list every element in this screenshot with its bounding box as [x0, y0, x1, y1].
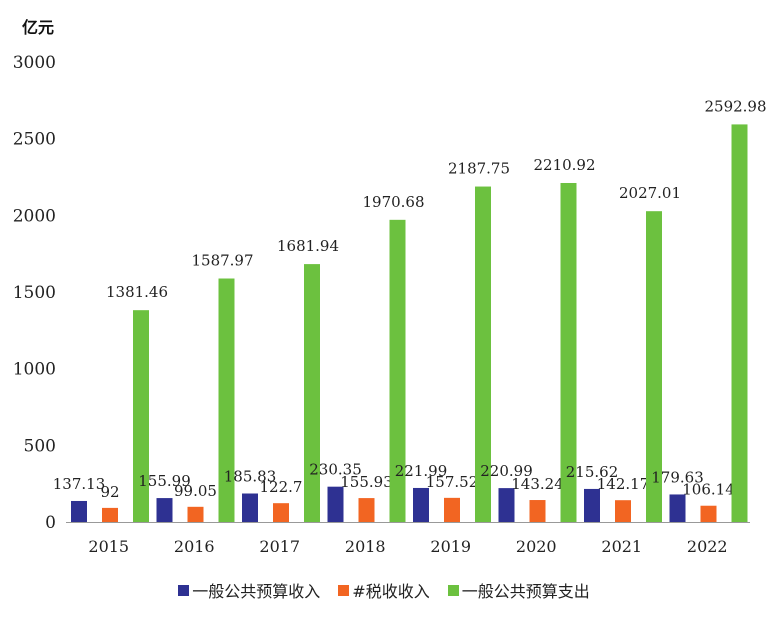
legend-swatch-revenue — [178, 584, 190, 596]
bar-expenditure — [218, 278, 235, 522]
data-label-expenditure: 1970.68 — [362, 193, 424, 211]
data-label-revenue: 230.35 — [309, 461, 362, 479]
data-label-expenditure: 2592.98 — [704, 97, 766, 115]
data-label-tax: 92 — [100, 483, 119, 501]
x-tick-label: 2016 — [174, 537, 215, 556]
legend-label-expenditure: 一般公共预算支出 — [461, 582, 590, 601]
bar-tax — [700, 505, 717, 522]
bar-expenditure — [560, 182, 577, 523]
legend-item-tax: #税收收入 — [338, 578, 430, 602]
y-tick-label: 2000 — [13, 206, 56, 226]
bar-tax — [615, 500, 631, 522]
legend-item-expenditure: 一般公共预算支出 — [447, 578, 590, 602]
data-label-expenditure: 2187.75 — [448, 160, 510, 178]
data-label-tax: 155.93 — [340, 473, 393, 491]
x-tick-label: 2019 — [430, 537, 471, 556]
bar-tax — [444, 497, 460, 522]
data-label-expenditure: 1381.46 — [106, 283, 168, 301]
chart-legend: 一般公共预算收入 #税收收入 一般公共预算支出 — [0, 578, 768, 602]
data-label-tax: 99.05 — [174, 482, 217, 500]
y-tick-label: 0 — [45, 513, 56, 533]
x-tick-label: 2021 — [601, 537, 642, 556]
data-label-tax: 157.52 — [426, 473, 479, 491]
data-label-expenditure: 2210.92 — [533, 156, 595, 174]
bar-revenue — [669, 494, 686, 522]
data-label-revenue: 215.62 — [566, 463, 619, 481]
bar-revenue — [327, 486, 344, 522]
data-label-expenditure: 2027.01 — [619, 184, 681, 202]
y-axis-unit-label: 亿元 — [22, 18, 55, 37]
data-label-revenue: 221.99 — [395, 462, 448, 480]
bar-expenditure — [133, 310, 149, 522]
bar-expenditure — [731, 124, 748, 523]
legend-swatch-expenditure — [447, 584, 459, 596]
bar-revenue — [71, 500, 87, 522]
y-tick-label: 3000 — [13, 53, 56, 73]
data-label-tax: 142.17 — [597, 475, 650, 493]
x-tick-label: 2020 — [516, 537, 557, 556]
legend-item-revenue: 一般公共预算收入 — [178, 578, 320, 602]
x-tick-label: 2017 — [259, 537, 300, 556]
y-tick-label: 1000 — [13, 360, 56, 380]
x-tick-label: 2022 — [687, 537, 728, 556]
y-tick-label: 2500 — [13, 130, 56, 150]
bar-expenditure — [646, 211, 662, 522]
bar-tax — [273, 503, 289, 522]
data-label-expenditure: 1587.97 — [191, 252, 253, 270]
bar-revenue — [156, 498, 173, 522]
legend-swatch-tax — [338, 584, 350, 596]
legend-label-tax: #税收收入 — [352, 582, 430, 601]
bar-expenditure — [475, 186, 491, 523]
bar-expenditure — [304, 264, 320, 522]
data-label-tax: 106.14 — [682, 481, 735, 499]
bar-tax — [187, 506, 204, 522]
bar-revenue — [584, 488, 600, 522]
legend-label-revenue: 一般公共预算收入 — [192, 582, 321, 601]
data-label-revenue: 179.63 — [651, 468, 704, 486]
bar-tax — [102, 507, 118, 522]
data-label-revenue: 220.99 — [480, 462, 533, 480]
data-label-revenue: 137.13 — [53, 475, 106, 493]
bar-tax — [358, 498, 375, 522]
y-tick-label: 500 — [24, 436, 56, 456]
bar-revenue — [242, 493, 258, 522]
data-label-tax: 143.24 — [511, 475, 564, 493]
x-tick-label: 2018 — [345, 537, 386, 556]
y-tick-label: 1500 — [13, 283, 56, 303]
data-label-revenue: 155.99 — [138, 472, 191, 490]
x-tick-label: 2015 — [88, 537, 129, 556]
bar-tax — [529, 500, 546, 522]
bar-expenditure — [389, 219, 406, 522]
data-label-tax: 122.7 — [260, 478, 303, 496]
data-label-revenue: 185.83 — [224, 468, 277, 486]
bar-revenue — [498, 488, 515, 522]
data-label-expenditure: 1681.94 — [277, 237, 339, 255]
bar-revenue — [413, 487, 429, 522]
